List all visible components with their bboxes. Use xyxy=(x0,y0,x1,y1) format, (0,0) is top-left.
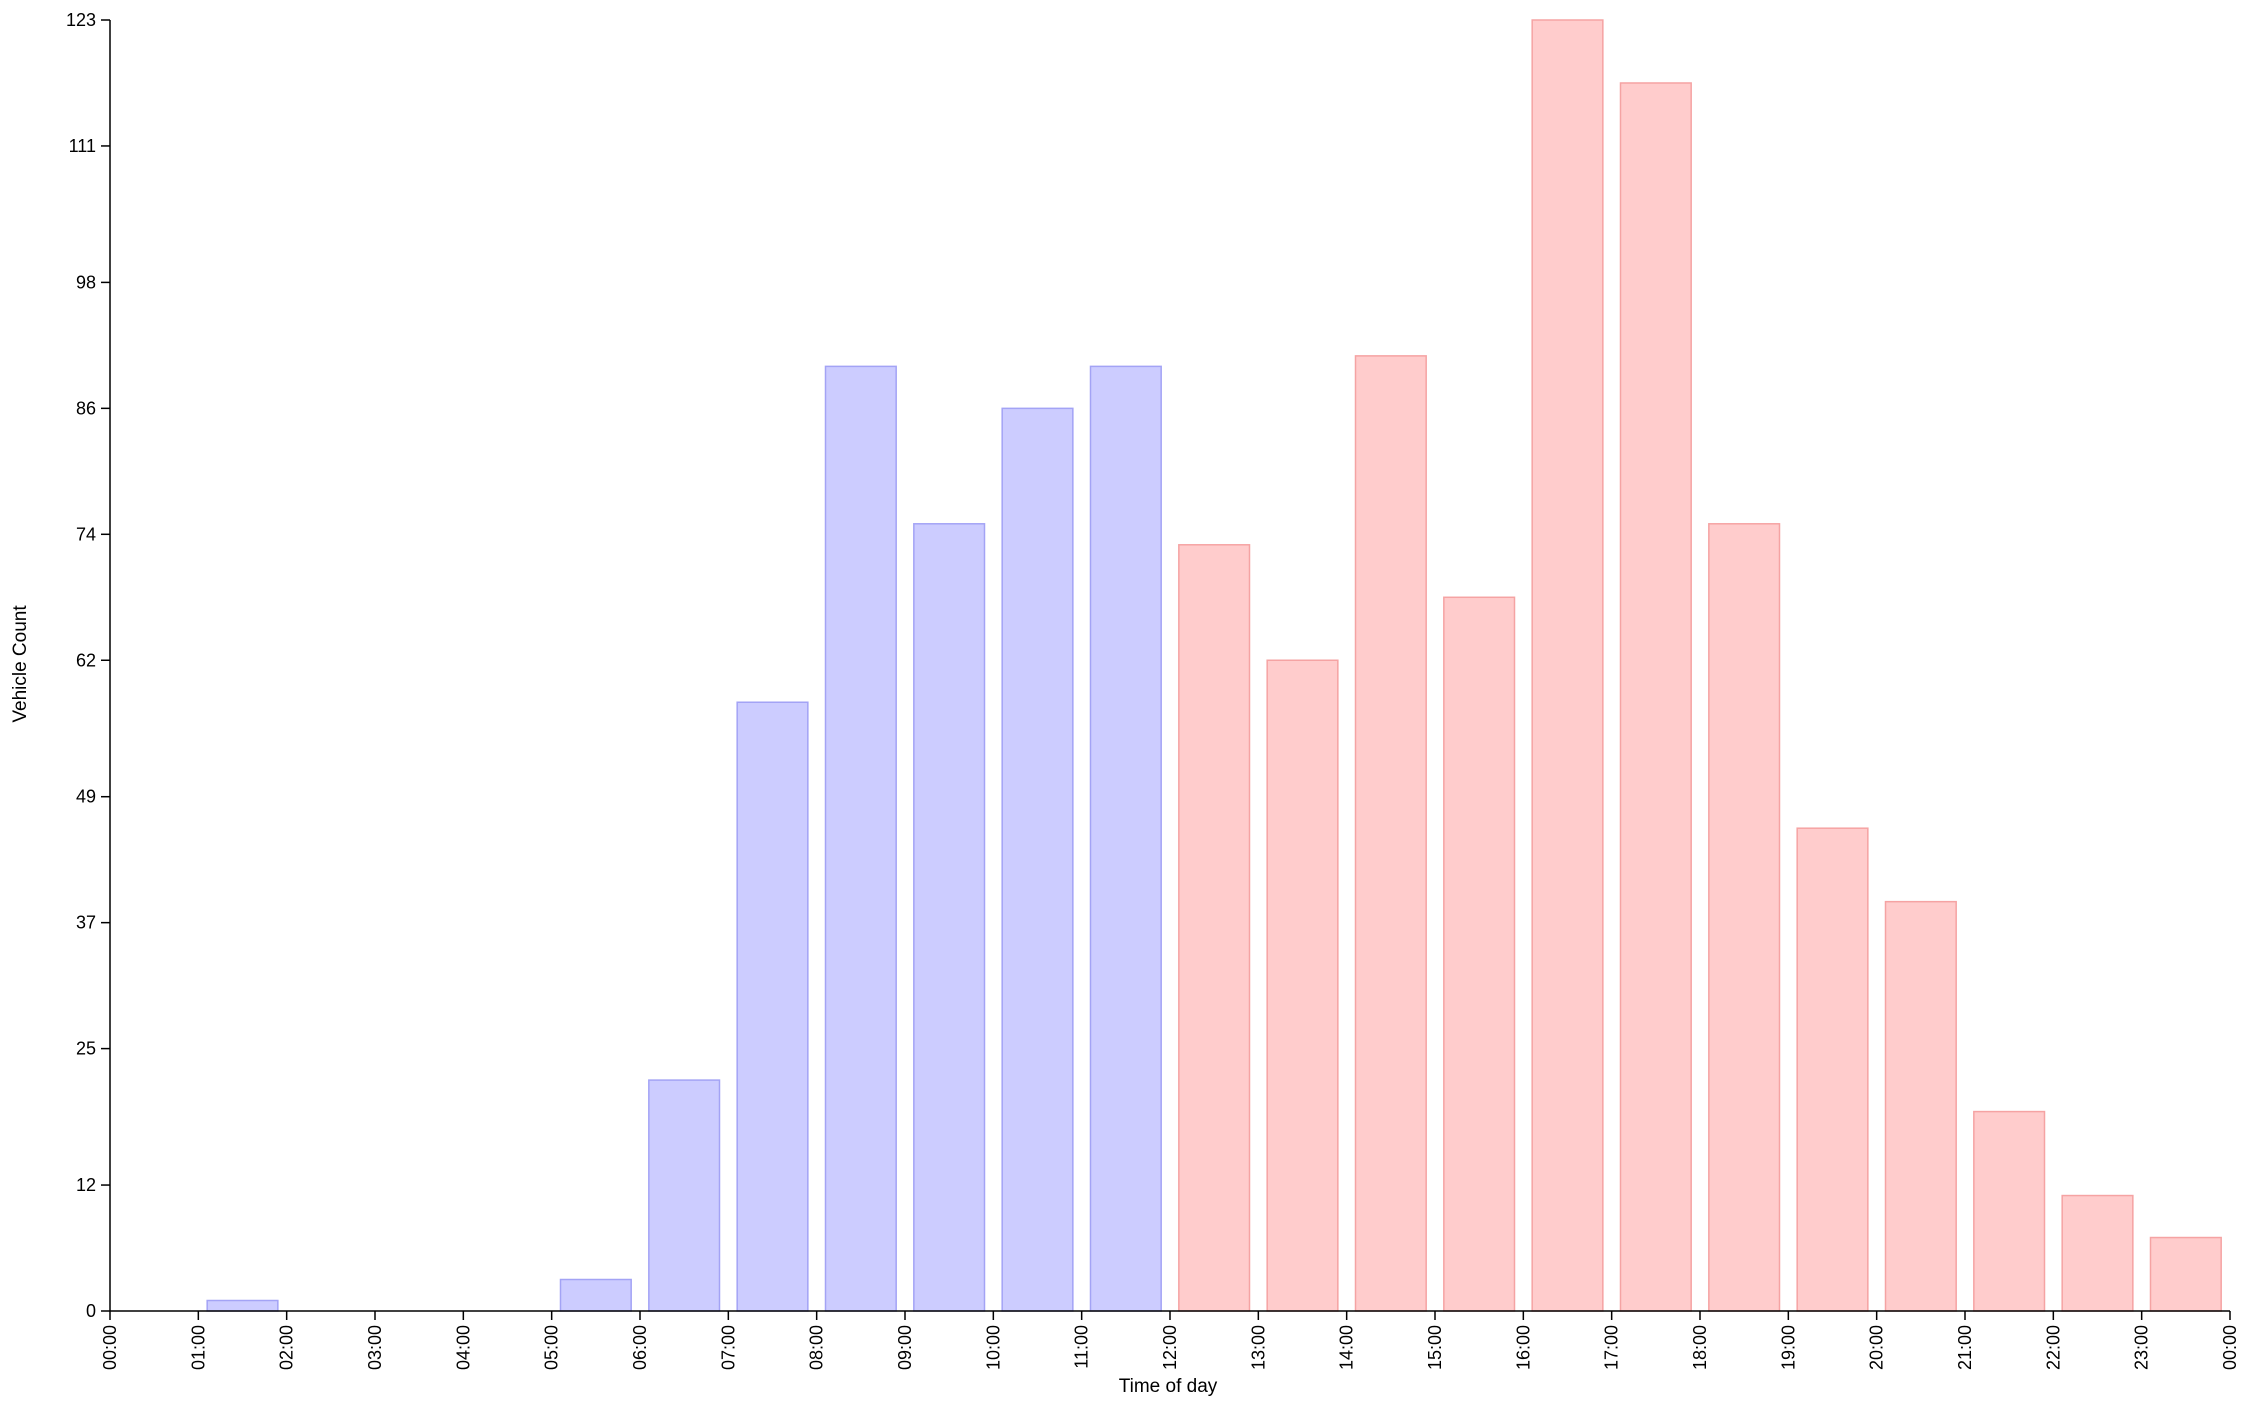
bar-0600 xyxy=(648,1079,721,1312)
bar-2300 xyxy=(2149,1236,2222,1312)
x-tick-label: 20:00 xyxy=(1867,1325,1887,1370)
x-tick-label: 16:00 xyxy=(1513,1325,1533,1370)
bar-1500 xyxy=(1443,596,1516,1312)
y-tick-label: 0 xyxy=(86,1301,96,1321)
x-tick-label: 13:00 xyxy=(1248,1325,1268,1370)
x-tick-label: 08:00 xyxy=(807,1325,827,1370)
x-tick-label: 15:00 xyxy=(1425,1325,1445,1370)
bar-0700 xyxy=(736,701,809,1312)
y-tick-label: 86 xyxy=(76,398,96,418)
x-tick-label: 11:00 xyxy=(1072,1325,1092,1369)
x-tick-label: 23:00 xyxy=(2132,1325,2152,1370)
y-tick-label: 98 xyxy=(76,272,96,292)
x-tick-label: 07:00 xyxy=(718,1325,738,1370)
x-tick-label: 18:00 xyxy=(1690,1325,1710,1370)
x-tick-label: 03:00 xyxy=(365,1325,385,1370)
x-tick-label: 05:00 xyxy=(542,1325,562,1370)
y-tick-label: 123 xyxy=(66,10,96,30)
bar-1700 xyxy=(1619,82,1692,1312)
bar-0800 xyxy=(824,365,897,1312)
bar-1800 xyxy=(1708,523,1781,1312)
bar-1100 xyxy=(1089,365,1162,1312)
bar-1900 xyxy=(1796,827,1869,1312)
bar-1300 xyxy=(1266,659,1339,1312)
y-tick-label: 25 xyxy=(76,1039,96,1059)
x-tick-label: 12:00 xyxy=(1160,1325,1180,1370)
x-tick-label: 21:00 xyxy=(1955,1325,1975,1370)
x-tick-label: 02:00 xyxy=(277,1325,297,1370)
y-tick-label: 62 xyxy=(76,650,96,670)
bar-1400 xyxy=(1354,355,1427,1312)
x-tick-label: 14:00 xyxy=(1337,1325,1357,1370)
bars-group xyxy=(206,19,2222,1312)
bar-1000 xyxy=(1001,407,1074,1312)
bar-0900 xyxy=(913,523,986,1312)
bar-0100 xyxy=(206,1299,279,1312)
x-axis-title: Time of day xyxy=(1119,1376,1218,1397)
x-tick-label: 19:00 xyxy=(1778,1325,1798,1370)
y-tick-label: 12 xyxy=(76,1175,96,1195)
y-tick-label: 49 xyxy=(76,787,96,807)
x-tick-label: 10:00 xyxy=(983,1325,1003,1370)
y-tick-label: 37 xyxy=(76,913,96,933)
bar-1200 xyxy=(1178,544,1251,1312)
x-tick-label: 17:00 xyxy=(1602,1325,1622,1370)
x-tick-label: 01:00 xyxy=(188,1325,208,1370)
y-axis: 0 12 25 37 49 62 74 86 98 111 123 xyxy=(66,10,111,1321)
x-tick-label: 04:00 xyxy=(453,1325,473,1370)
bar-1600 xyxy=(1531,19,1604,1312)
bar-2100 xyxy=(1973,1110,2046,1312)
y-tick-label: 74 xyxy=(76,524,96,544)
bar-2200 xyxy=(2061,1194,2134,1312)
y-tick-label: 111 xyxy=(69,136,96,156)
x-tick-label: 22:00 xyxy=(2043,1325,2063,1370)
y-axis-title: Vehicle Count xyxy=(10,605,31,723)
x-axis: 00:00 01:00 02:00 03:00 04:00 05:00 06:00 07:00… xyxy=(100,1310,2240,1370)
x-tick-label: 06:00 xyxy=(630,1325,650,1370)
x-tick-label: 00:00 xyxy=(2220,1325,2240,1370)
x-tick-label: 00:00 xyxy=(100,1325,120,1370)
x-tick-label: 09:00 xyxy=(895,1325,915,1370)
bar-0500 xyxy=(559,1278,632,1312)
bar-2000 xyxy=(1884,900,1957,1312)
